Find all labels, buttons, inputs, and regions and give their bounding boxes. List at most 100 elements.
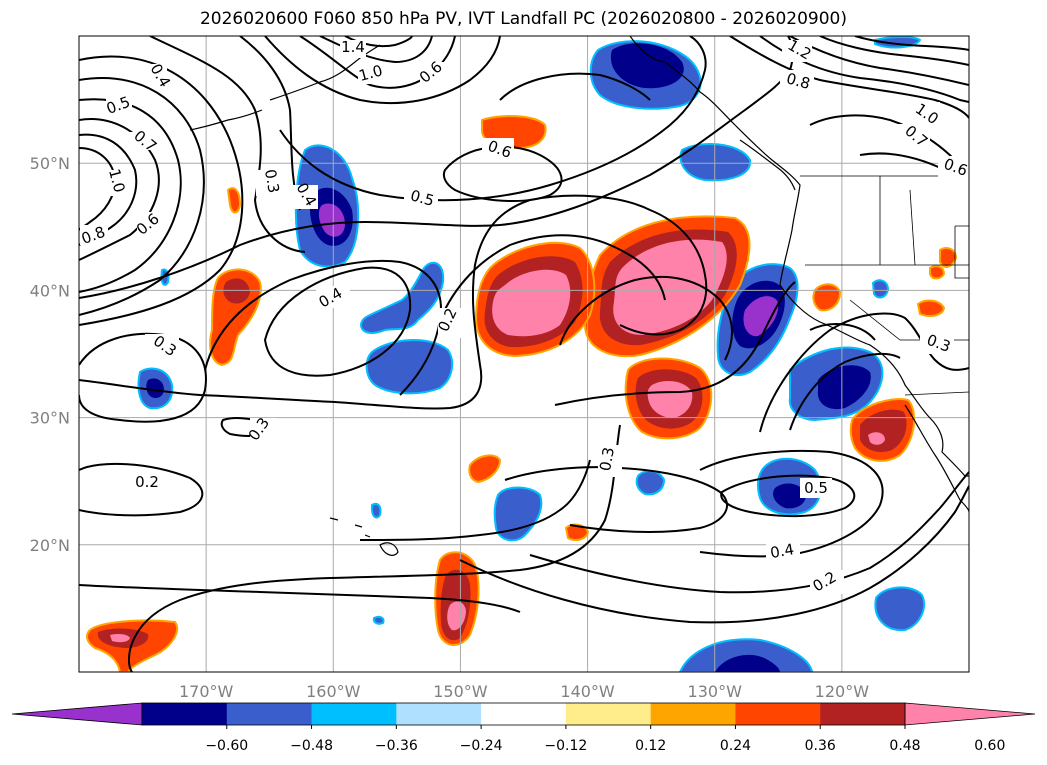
contour-label: 1.0	[105, 167, 129, 195]
contour-line	[264, 36, 501, 105]
contour-label: 1.4	[341, 38, 365, 56]
colorbar-outline	[141, 702, 906, 726]
longitude-label: 130°W	[688, 682, 743, 701]
anomaly-region	[635, 470, 666, 496]
graticule	[79, 36, 969, 672]
contour-label: 0.3	[596, 446, 618, 473]
colorbar-bin	[481, 703, 567, 725]
contour-label: 0.3	[261, 168, 283, 195]
anomaly-region	[365, 339, 454, 395]
contour-label: 0.8	[784, 69, 812, 93]
colorbar: −0.60 −0.48 −0.36 −0.24 −0.12 0.12 0.24 0.36 0.4…	[11, 702, 1036, 754]
contour-line	[299, 36, 456, 89]
contour-line	[729, 36, 969, 119]
longitude-label: 160°W	[306, 682, 361, 701]
contour-line	[319, 36, 433, 64]
longitude-label: 150°W	[433, 682, 488, 701]
contour-line	[79, 194, 708, 410]
anomaly-region	[812, 283, 842, 312]
anomaly-region	[868, 432, 885, 445]
contour-line	[239, 36, 301, 211]
vancouver-island	[739, 139, 796, 191]
anomaly-region	[372, 615, 385, 625]
anomaly-region	[743, 296, 779, 337]
contour-line	[279, 36, 707, 202]
anomaly-region	[679, 143, 752, 182]
baja-coastline	[904, 404, 969, 513]
colorbar-tick-label: −0.36	[375, 738, 418, 754]
longitude-label: 170°W	[179, 682, 234, 701]
anomaly-region	[493, 486, 543, 542]
anomaly-region	[360, 261, 445, 334]
contour-line	[79, 118, 160, 261]
longitude-labels: 170°W 160°W 150°W 140°W 130°W 120°W	[179, 682, 869, 701]
colorbar-tick-label: 0.48	[889, 738, 920, 754]
contour-line	[79, 77, 205, 316]
anomaly-region	[715, 654, 780, 672]
colorbar-bin	[396, 703, 482, 725]
latitude-labels: 20°N 30°N 40°N 50°N	[30, 154, 70, 555]
contour-line	[79, 584, 521, 613]
anomaly-region	[871, 279, 890, 299]
state-border	[954, 225, 969, 279]
latitude-label: 50°N	[30, 154, 70, 173]
pv-contours	[79, 36, 969, 672]
contour-line	[204, 259, 442, 396]
latitude-label: 20°N	[30, 536, 70, 555]
longitude-label: 140°W	[560, 682, 615, 701]
colorbar-bin	[565, 703, 652, 725]
anomaly-region	[874, 586, 925, 632]
contour-line	[499, 72, 651, 101]
contour-line	[127, 424, 621, 672]
us-mexico-border	[904, 391, 969, 396]
contour-label: 0.5	[804, 479, 828, 497]
anomaly-region	[226, 187, 242, 214]
colorbar-bin	[142, 703, 228, 725]
colorbar-bin	[650, 703, 736, 725]
contour-line	[720, 474, 856, 518]
contour-line	[79, 36, 794, 299]
map-title: 2026020600 F060 850 hPa PV, IVT Landfall…	[199, 9, 847, 29]
contour-line	[79, 98, 182, 293]
colorbar-tick-label: −0.48	[290, 738, 333, 754]
contour-line	[789, 36, 969, 86]
anomaly-region	[916, 299, 946, 317]
anomaly-region	[223, 278, 250, 304]
hawaii-island	[379, 542, 399, 556]
contour-label: 0.4	[769, 540, 796, 562]
contour-line	[559, 276, 733, 361]
anomaly-region	[318, 203, 345, 237]
colorbar-tick-label: −0.12	[544, 738, 587, 754]
anomaly-region	[647, 380, 693, 418]
anomaly-region	[929, 265, 946, 280]
anomaly-region	[939, 247, 958, 268]
alaska-islands	[269, 44, 381, 101]
contour-line	[809, 323, 876, 341]
contour-label: 0.5	[408, 186, 436, 210]
contour-label: 0.7	[130, 127, 160, 156]
contour-line	[459, 485, 969, 624]
colorbar-extend-min	[11, 702, 143, 726]
colorbar-tick-label: −0.24	[460, 738, 503, 754]
contour-label: 1.0	[357, 61, 385, 85]
colorbar-bin	[735, 703, 821, 725]
colorbar-extend-max	[904, 702, 1036, 726]
state-border	[909, 189, 916, 266]
colorbar-bin	[226, 703, 313, 725]
anomaly-region	[447, 601, 466, 631]
colorbar-bin	[311, 703, 397, 725]
hawaii-islets	[329, 517, 371, 538]
contour-line	[554, 281, 796, 406]
contour-line	[79, 332, 207, 423]
colorbar-tick-label: 0.36	[805, 738, 836, 754]
north-america-coastline	[629, 36, 969, 477]
colorbar-tick-label: −0.60	[205, 738, 248, 754]
contour-line	[439, 234, 666, 321]
latitude-label: 30°N	[30, 409, 70, 428]
anomaly-region	[610, 43, 684, 89]
contour-line	[759, 312, 969, 433]
latitude-label: 40°N	[30, 281, 70, 300]
contour-line	[504, 466, 729, 533]
contour-label: 0.2	[135, 473, 159, 491]
contour-line	[529, 471, 969, 594]
